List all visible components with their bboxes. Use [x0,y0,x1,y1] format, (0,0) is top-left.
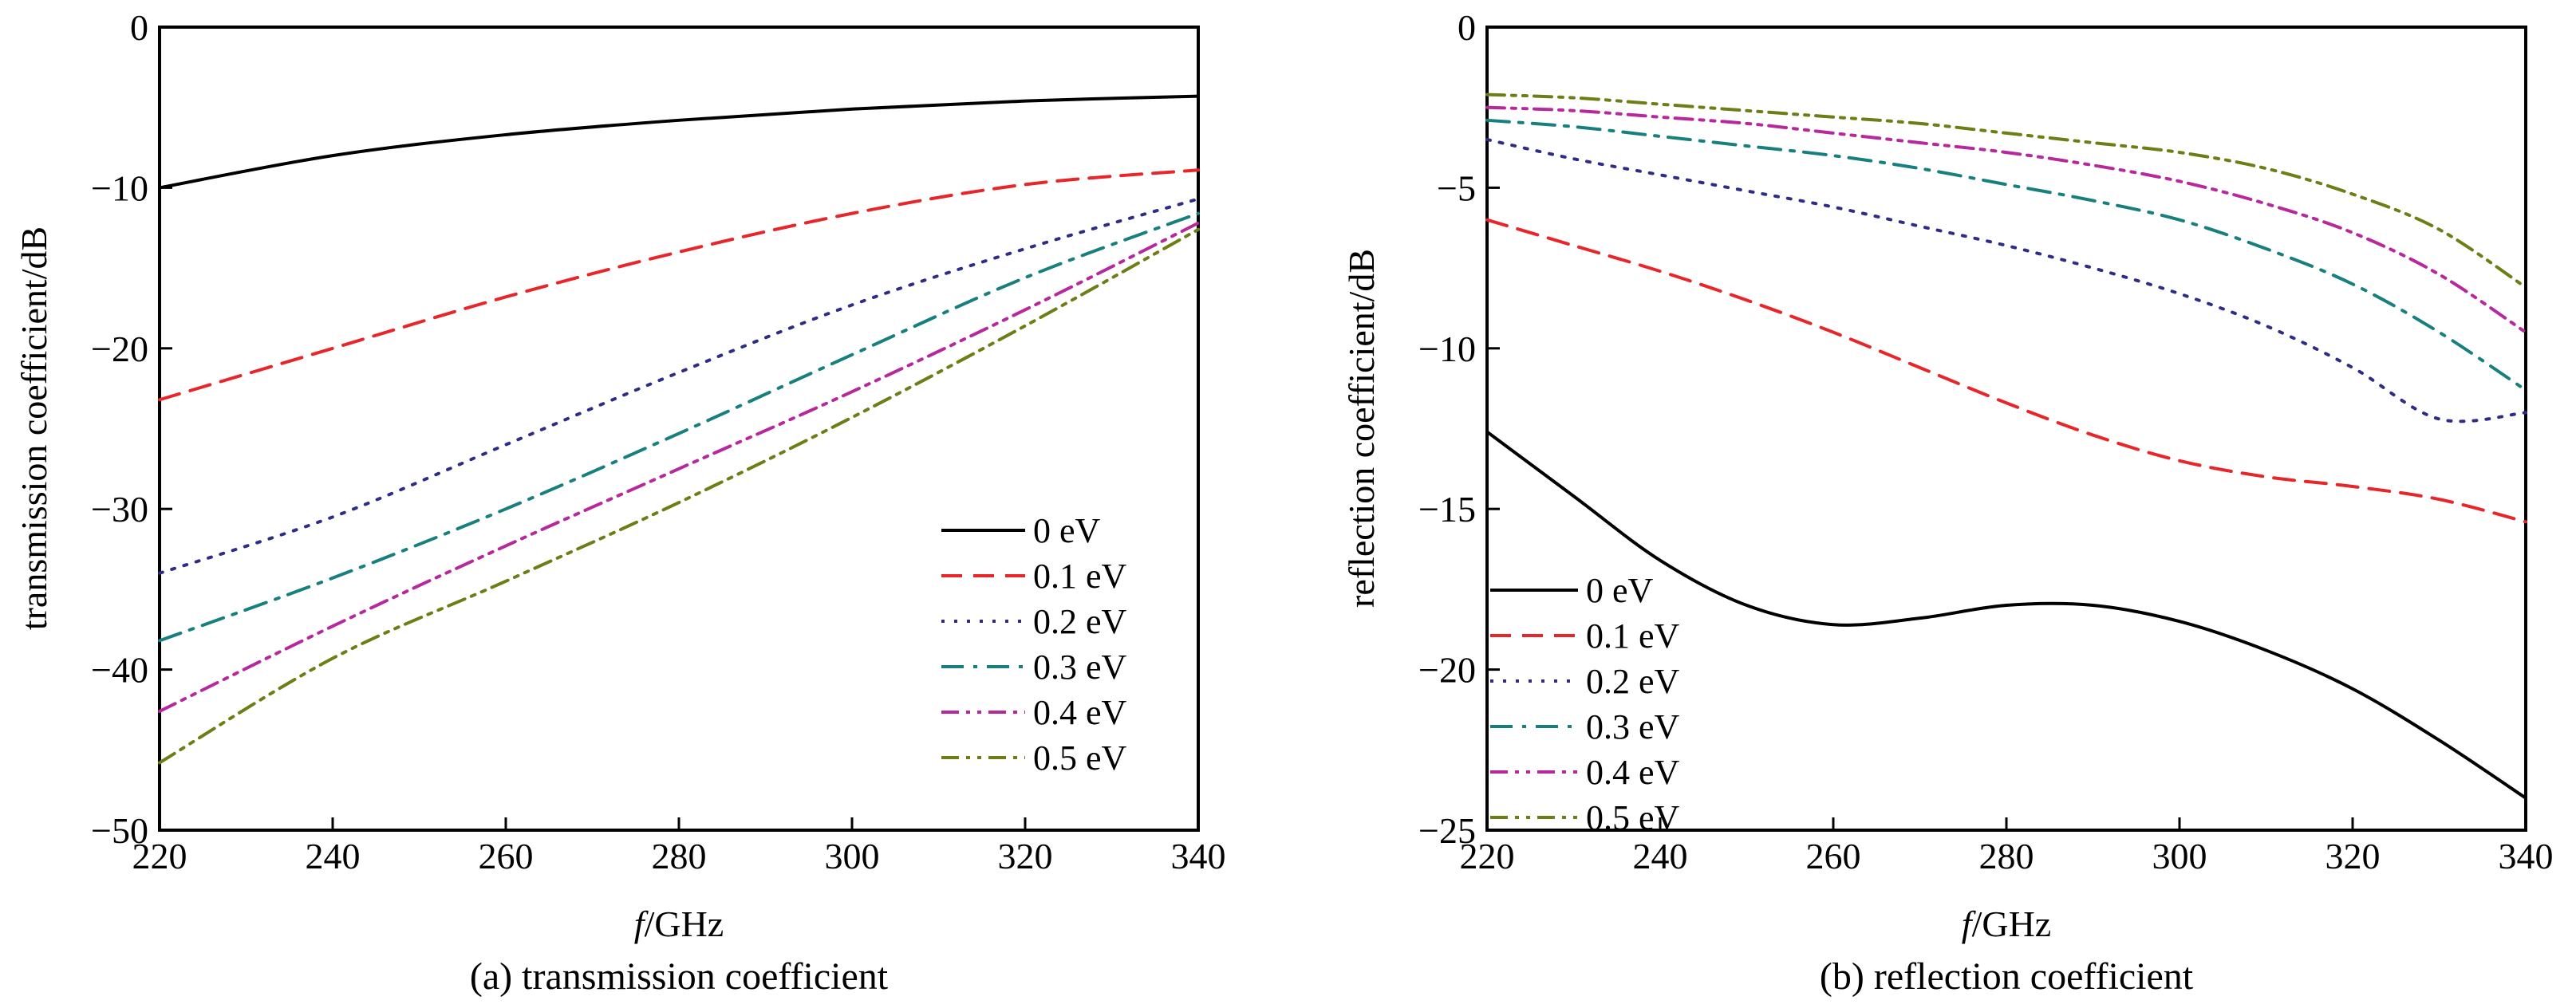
transmission-legend-label: 0.1 eV [1033,557,1127,596]
transmission-x-tick-label: 260 [479,836,534,876]
reflection-x-tick-label: 240 [1633,836,1688,876]
reflection-legend-label: 0.3 eV [1586,707,1680,746]
transmission-y-tick-label: −20 [91,329,148,369]
transmission-series-line-0 [158,94,1200,190]
transmission-x-tick-label: 340 [1171,836,1226,876]
transmission-x-tick-label: 300 [825,836,880,876]
reflection-legend-label: 0.1 eV [1586,616,1680,656]
reflection-series-line-4 [1485,105,2527,334]
reflection-series-line-2 [1485,137,2527,423]
reflection-ticks: 220 240 260 280 300 320 340 0 −5 −10 −15 −20 −25 [1418,7,2553,876]
transmission-series-lines [158,94,1200,765]
reflection-legend: 0 eV 0.1 eV 0.2 eV 0.3 eV 0.4 eV 0.5 eV [1490,571,1680,837]
transmission-x-axis-label: f/GHz [634,904,724,944]
reflection-y-tick-label: −15 [1418,489,1476,530]
transmission-y-axis-label: transmission coefficient/dB [14,226,54,630]
reflection-series-line-1 [1485,218,2527,524]
reflection-series-line-0 [1485,430,2527,800]
transmission-legend-label: 0.5 eV [1033,738,1127,778]
reflection-y-tick-label: 0 [1458,7,1476,48]
transmission-y-tick-label: 0 [130,7,148,48]
transmission-x-tick-label: 280 [652,836,707,876]
transmission-legend: 0 eV 0.1 eV 0.2 eV 0.3 eV 0.4 eV 0.5 eV [941,511,1127,778]
reflection-chart: 220 240 260 280 300 320 340 0 −5 −10 −15 −20 −25 0 e… [1341,7,2554,998]
reflection-x-tick-label: 220 [1460,836,1515,876]
transmission-x-tick-label: 240 [306,836,361,876]
reflection-y-tick-label: −20 [1418,650,1476,691]
transmission-legend-label: 0.4 eV [1033,693,1127,732]
reflection-legend-label: 0.4 eV [1586,753,1680,792]
reflection-legend-label: 0.2 eV [1586,662,1680,701]
reflection-y-tick-label: −5 [1437,167,1476,208]
transmission-caption: (a) transmission coefficient [470,955,889,998]
transmission-series-line-2 [158,197,1200,575]
reflection-series-line-5 [1485,93,2527,289]
reflection-y-tick-label: −25 [1418,810,1476,851]
transmission-series-line-4 [158,221,1200,713]
transmission-series-line-3 [158,211,1200,643]
transmission-x-tick-label: 220 [132,836,187,876]
transmission-legend-label: 0 eV [1033,511,1101,550]
reflection-x-tick-label: 280 [1979,836,2034,876]
reflection-x-tick-label: 300 [2152,836,2207,876]
transmission-ticks: 220 240 260 280 300 320 340 0 −10 −20 −30 −40 −50 [91,7,1225,876]
reflection-legend-label: 0.5 eV [1586,798,1680,837]
transmission-x-tick-label: 320 [998,836,1053,876]
transmission-y-tick-label: −50 [91,810,148,851]
transmission-series-line-1 [158,168,1200,402]
reflection-y-axis-label: reflection coefficient/dB [1341,249,1382,608]
reflection-x-tick-label: 320 [2326,836,2381,876]
reflection-x-axis-label: f/GHz [1962,904,2051,944]
reflection-x-tick-label: 340 [2499,836,2554,876]
transmission-y-tick-label: −30 [91,489,148,530]
transmission-chart: 220 240 260 280 300 320 340 0 −10 −20 −30 −40 −50 0 … [14,7,1226,998]
transmission-legend-label: 0.2 eV [1033,602,1127,641]
reflection-y-tick-label: −10 [1418,329,1476,369]
transmission-legend-label: 0.3 eV [1033,648,1127,687]
reflection-legend-label: 0 eV [1586,571,1654,610]
reflection-x-tick-label: 260 [1806,836,1861,876]
transmission-y-tick-label: −40 [91,650,148,691]
reflection-caption: (b) reflection coefficient [1820,955,2194,998]
reflection-series-lines [1485,93,2527,800]
transmission-y-tick-label: −10 [91,167,148,208]
transmission-series-line-5 [158,227,1200,765]
reflection-series-line-3 [1485,118,2527,392]
